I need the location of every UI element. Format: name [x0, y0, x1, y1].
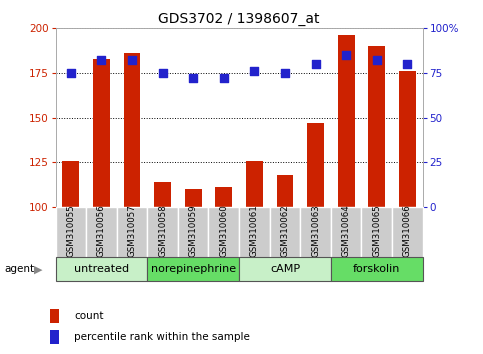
Point	[159, 70, 167, 76]
Text: GSM310062: GSM310062	[281, 204, 289, 257]
Bar	[246, 161, 263, 207]
Text: cAMP: cAMP	[270, 264, 300, 274]
Text: GSM310058: GSM310058	[158, 204, 167, 257]
Bar	[307, 123, 324, 207]
Bar	[361, 207, 392, 258]
Text: GSM310065: GSM310065	[372, 204, 381, 257]
Bar	[239, 257, 331, 281]
Bar	[331, 257, 423, 281]
Bar	[56, 207, 86, 258]
Point	[251, 68, 258, 74]
Bar	[56, 257, 147, 281]
Text: GSM310060: GSM310060	[219, 204, 228, 257]
Bar	[300, 207, 331, 258]
Text: ▶: ▶	[34, 264, 43, 274]
Point	[342, 52, 350, 58]
Point	[403, 61, 411, 67]
Text: GSM310055: GSM310055	[66, 204, 75, 257]
Bar	[86, 207, 117, 258]
Text: agent: agent	[5, 264, 35, 274]
Bar	[215, 187, 232, 207]
Point	[128, 58, 136, 63]
Bar	[50, 309, 59, 323]
Text: GSM310063: GSM310063	[311, 204, 320, 257]
Point	[220, 75, 227, 81]
Bar	[62, 161, 79, 207]
Bar	[117, 207, 147, 258]
Bar	[178, 207, 209, 258]
Point	[373, 58, 381, 63]
Text: GSM310056: GSM310056	[97, 204, 106, 257]
Bar	[185, 189, 201, 207]
Bar	[93, 59, 110, 207]
Bar	[124, 53, 141, 207]
Text: norepinephrine: norepinephrine	[151, 264, 236, 274]
Bar	[239, 207, 270, 258]
Bar	[277, 175, 293, 207]
Text: untreated: untreated	[74, 264, 129, 274]
Text: GSM310057: GSM310057	[128, 204, 137, 257]
Bar	[270, 207, 300, 258]
Bar	[369, 46, 385, 207]
Bar	[338, 35, 355, 207]
Text: GSM310066: GSM310066	[403, 204, 412, 257]
Text: forskolin: forskolin	[353, 264, 400, 274]
Bar	[399, 71, 416, 207]
Bar	[154, 182, 171, 207]
Text: GSM310061: GSM310061	[250, 204, 259, 257]
Bar	[50, 330, 59, 343]
Bar	[331, 207, 361, 258]
Title: GDS3702 / 1398607_at: GDS3702 / 1398607_at	[158, 12, 320, 26]
Text: percentile rank within the sample: percentile rank within the sample	[74, 332, 250, 342]
Bar	[392, 207, 423, 258]
Point	[67, 70, 75, 76]
Point	[189, 75, 197, 81]
Bar	[147, 257, 239, 281]
Point	[312, 61, 319, 67]
Text: GSM310059: GSM310059	[189, 204, 198, 257]
Bar	[209, 207, 239, 258]
Text: GSM310064: GSM310064	[341, 204, 351, 257]
Bar	[147, 207, 178, 258]
Point	[281, 70, 289, 76]
Point	[98, 58, 105, 63]
Text: count: count	[74, 311, 104, 321]
